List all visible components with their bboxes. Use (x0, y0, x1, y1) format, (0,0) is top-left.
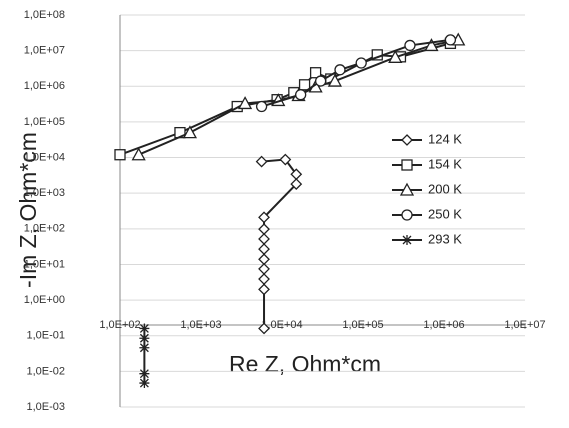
marker (258, 283, 270, 296)
y-tick-label: 1,0E-01 (26, 330, 65, 342)
marker (258, 243, 270, 256)
x-tick-label: 1,0E+04 (261, 319, 302, 331)
x-axis-title: Re Z, Ohm*cm (229, 351, 381, 377)
marker (444, 34, 457, 46)
marker (139, 368, 150, 379)
marker (401, 209, 413, 221)
y-tick-label: 1,0E+03 (24, 187, 65, 199)
y-tick-label: 1,0E-03 (26, 401, 65, 413)
marker (131, 147, 146, 161)
marker (139, 333, 150, 344)
x-tick-label: 1,0E+03 (180, 319, 221, 331)
legend-label: 154 K (428, 156, 462, 171)
marker (255, 155, 268, 168)
y-tick-label: 1,0E+04 (24, 151, 65, 163)
marker (182, 125, 198, 139)
marker (402, 235, 412, 245)
marker (237, 96, 253, 110)
marker (401, 134, 413, 146)
marker (424, 38, 439, 52)
marker (355, 57, 367, 69)
marker (404, 39, 416, 52)
y-tick-label: 1,0E+00 (24, 294, 65, 306)
marker (114, 149, 126, 161)
y-tick-label: 1,0E+01 (24, 258, 65, 270)
marker (139, 342, 150, 353)
legend-label: 293 K (428, 231, 462, 246)
y-tick-label: 1,0E+06 (24, 80, 65, 92)
x-tick-label: 1,0E+06 (423, 319, 464, 331)
marker (314, 75, 327, 87)
marker (258, 273, 270, 285)
legend-label: 200 K (428, 181, 462, 196)
marker (295, 89, 307, 101)
marker (139, 378, 150, 389)
marker (298, 79, 311, 91)
y-tick-label: 1,0E-02 (26, 365, 65, 377)
marker (279, 153, 292, 166)
marker (258, 262, 270, 275)
marker (388, 49, 403, 63)
marker (327, 73, 343, 87)
marker (334, 64, 346, 76)
marker (258, 322, 270, 335)
series-line (261, 158, 298, 329)
marker (290, 178, 303, 191)
y-axis-title: -Im Z, Ohm*cm (15, 132, 41, 288)
legend-label: 250 K (428, 206, 462, 221)
y-tick-label: 1,0E+02 (24, 223, 65, 235)
x-tick-label: 1,0E+07 (504, 319, 545, 331)
x-tick-label: 1,0E+02 (99, 319, 140, 331)
y-tick-label: 1,0E+05 (24, 116, 65, 128)
x-tick-label: 1,0E+05 (342, 319, 383, 331)
y-tick-label: 1,0E+08 (24, 9, 65, 21)
marker (399, 182, 415, 196)
marker (309, 67, 322, 79)
marker (258, 223, 270, 236)
y-tick-label: 1,0E+07 (24, 45, 65, 57)
marker (401, 159, 413, 171)
marker (258, 233, 270, 245)
marker (139, 323, 150, 334)
legend-label: 124 K (428, 131, 462, 146)
marker (258, 211, 270, 224)
marker (255, 100, 268, 113)
marker (258, 253, 270, 266)
